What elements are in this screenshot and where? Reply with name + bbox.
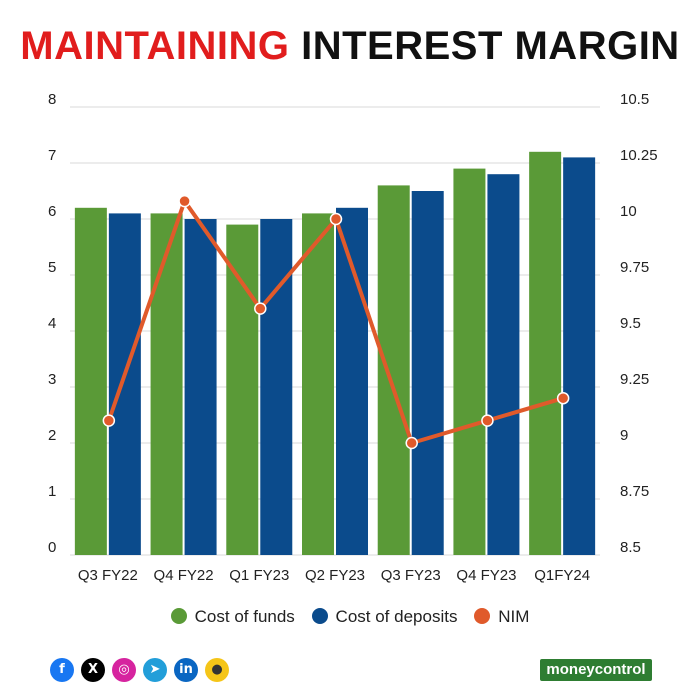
instagram-icon[interactable]: ◎ <box>112 658 136 682</box>
title-rest: INTEREST MARGIN <box>289 24 680 68</box>
facebook-icon[interactable]: f <box>50 658 74 682</box>
bar-cost-of-funds <box>226 224 259 555</box>
bar-cost-of-deposits <box>563 157 596 555</box>
x-axis-tick-label: Q1FY24 <box>534 567 590 584</box>
bar-cost-of-deposits <box>336 207 368 556</box>
right-axis-tick-label: 10 <box>620 203 637 220</box>
right-axis-tick-label: 8.5 <box>620 539 641 556</box>
title-highlight: MAINTAINING <box>20 24 290 68</box>
linkedin-icon[interactable]: in <box>174 658 198 682</box>
left-axis-tick-label: 0 <box>48 539 56 556</box>
right-axis-tick-label: 8.75 <box>620 483 649 500</box>
x-axis-tick-label: Q2 FY23 <box>305 567 365 584</box>
x-axis-tick-label: Q3 FY23 <box>381 567 441 584</box>
koo-icon[interactable]: ● <box>205 658 229 682</box>
bar-cost-of-funds <box>302 213 334 555</box>
right-axis-tick-label: 9 <box>620 427 628 444</box>
bar-cost-of-deposits <box>487 174 520 555</box>
left-axis-tick-label: 7 <box>48 147 56 164</box>
left-axis-tick-label: 6 <box>48 203 56 220</box>
bar-cost-of-deposits <box>260 219 293 555</box>
nim-point <box>178 194 191 208</box>
bar-cost-of-deposits <box>411 191 444 555</box>
bar-cost-of-funds <box>150 213 183 555</box>
nim-point <box>329 212 343 226</box>
legend-swatch-cost-of-deposits <box>311 607 328 624</box>
left-axis-tick-label: 8 <box>48 91 56 108</box>
nim-point <box>556 391 570 405</box>
bar-cost-of-funds <box>453 168 486 555</box>
combo-chart: 0 1 2 3 4 5 6 7 8 8.5 8.75 9 9.25 9.5 9.75 10 10.25 10.5 Q… <box>48 91 658 584</box>
nim-point <box>102 414 116 427</box>
left-axis-tick-label: 4 <box>48 315 56 332</box>
legend-item-cost-of-funds: Cost of funds <box>170 606 295 627</box>
left-axis-tick-label: 5 <box>48 259 56 276</box>
legend-item-cost-of-deposits: Cost of deposits <box>311 606 458 627</box>
x-axis-tick-label: Q1 FY23 <box>229 567 289 584</box>
right-axis-tick-label: 9.25 <box>620 371 649 388</box>
right-axis-tick-label: 10.25 <box>620 147 658 164</box>
moneycontrol-logo: moneycontrol <box>540 659 652 681</box>
x-axis-tick-label: Q3 FY22 <box>78 567 138 584</box>
right-axis-tick-label: 9.75 <box>620 259 649 276</box>
x-icon[interactable]: X <box>81 658 105 682</box>
chart-legend: Cost of funds Cost of deposits NIM <box>0 606 700 627</box>
x-axis-tick-label: Q4 FY23 <box>456 567 516 584</box>
bar-cost-of-deposits <box>108 213 141 555</box>
left-axis-tick-label: 3 <box>48 371 56 388</box>
social-icons: f X ◎ ➤ in ● <box>50 658 236 684</box>
nim-point <box>254 302 267 315</box>
right-axis-tick-label: 10.5 <box>620 91 649 108</box>
bar-cost-of-deposits <box>184 219 217 555</box>
bar-cost-of-funds <box>74 207 107 556</box>
x-axis-tick-label: Q4 FY22 <box>154 567 214 584</box>
telegram-icon[interactable]: ➤ <box>143 658 167 682</box>
left-axis-tick-label: 1 <box>48 483 56 500</box>
legend-swatch-nim <box>474 607 491 624</box>
legend-label-cost-of-funds: Cost of funds <box>194 606 295 626</box>
legend-swatch-cost-of-funds <box>170 607 187 624</box>
legend-label-nim: NIM <box>498 606 530 626</box>
nim-point <box>405 436 418 450</box>
bar-cost-of-funds <box>377 185 410 555</box>
left-axis-tick-label: 2 <box>48 427 56 444</box>
bar-cost-of-funds <box>529 151 562 556</box>
right-axis-tick-label: 9.5 <box>620 315 641 332</box>
legend-label-cost-of-deposits: Cost of deposits <box>335 606 458 626</box>
legend-item-nim: NIM <box>474 607 529 627</box>
nim-point <box>481 414 494 427</box>
chart-title: MAINTAINING INTEREST MARGIN <box>0 24 700 69</box>
